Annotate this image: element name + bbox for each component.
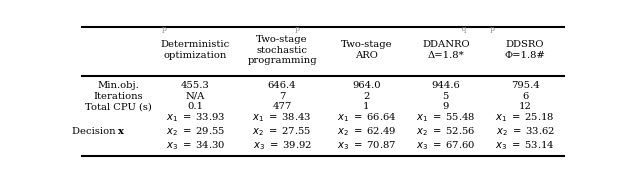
Text: 6: 6	[522, 91, 528, 101]
Text: Two-stage
stochastic
programming: Two-stage stochastic programming	[247, 35, 317, 65]
Text: $x_{1}$ $=$ 66.64: $x_{1}$ $=$ 66.64	[337, 112, 396, 124]
Text: Total CPU (s): Total CPU (s)	[85, 102, 152, 111]
Text: DDANRO
Δ=1.8*: DDANRO Δ=1.8*	[422, 40, 470, 60]
Text: 7: 7	[279, 91, 285, 101]
Text: Iterations: Iterations	[93, 91, 143, 101]
Text: $x_{2}$ $=$ 52.56: $x_{2}$ $=$ 52.56	[416, 125, 476, 138]
Text: Min.obj.: Min.obj.	[97, 81, 140, 90]
Text: 455.3: 455.3	[181, 81, 210, 90]
Text: Deterministic
optimization: Deterministic optimization	[161, 40, 230, 60]
Text: x: x	[118, 127, 124, 136]
Text: 646.4: 646.4	[268, 81, 296, 90]
Text: 2: 2	[364, 91, 370, 101]
Text: $x_{1}$ $=$ 55.48: $x_{1}$ $=$ 55.48	[416, 112, 476, 124]
Text: p                                                      p                        : p p	[161, 25, 495, 33]
Text: $x_{1}$ $=$ 25.18: $x_{1}$ $=$ 25.18	[495, 112, 555, 124]
Text: N/A: N/A	[186, 91, 205, 101]
Text: $x_{2}$ $=$ 62.49: $x_{2}$ $=$ 62.49	[337, 125, 396, 138]
Text: $x_{2}$ $=$ 27.55: $x_{2}$ $=$ 27.55	[252, 125, 312, 138]
Text: $x_{3}$ $=$ 70.87: $x_{3}$ $=$ 70.87	[337, 139, 396, 152]
Text: $x_{1}$ $=$ 38.43: $x_{1}$ $=$ 38.43	[252, 112, 312, 124]
Text: 964.0: 964.0	[352, 81, 381, 90]
Text: $x_{2}$ $=$ 29.55: $x_{2}$ $=$ 29.55	[166, 125, 225, 138]
Text: 1: 1	[363, 102, 370, 111]
Text: $x_{3}$ $=$ 53.14: $x_{3}$ $=$ 53.14	[495, 139, 555, 152]
Text: $x_{1}$ $=$ 33.93: $x_{1}$ $=$ 33.93	[166, 112, 225, 124]
Text: DDSRO
Φ=1.8#: DDSRO Φ=1.8#	[505, 40, 545, 60]
Text: 0.1: 0.1	[188, 102, 204, 111]
Text: $x_{2}$ $=$ 33.62: $x_{2}$ $=$ 33.62	[495, 125, 555, 138]
Text: Decision: Decision	[72, 127, 118, 136]
Text: 12: 12	[519, 102, 532, 111]
Text: $x_{3}$ $=$ 34.30: $x_{3}$ $=$ 34.30	[166, 139, 225, 152]
Text: 9: 9	[443, 102, 449, 111]
Text: $x_{3}$ $=$ 39.92: $x_{3}$ $=$ 39.92	[253, 139, 312, 152]
Text: 477: 477	[273, 102, 292, 111]
Text: 944.6: 944.6	[431, 81, 460, 90]
Text: Two-stage
ARO: Two-stage ARO	[340, 40, 392, 60]
Text: 795.4: 795.4	[511, 81, 540, 90]
Text: 5: 5	[443, 91, 449, 101]
Text: $x_{3}$ $=$ 67.60: $x_{3}$ $=$ 67.60	[416, 139, 476, 152]
